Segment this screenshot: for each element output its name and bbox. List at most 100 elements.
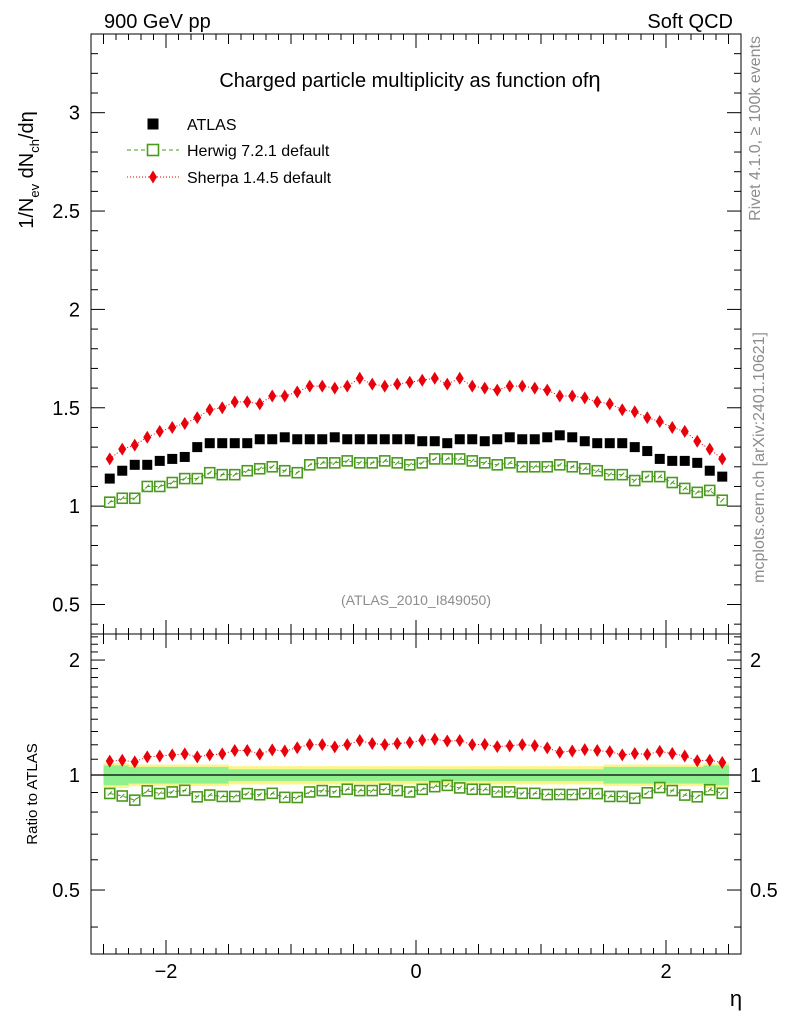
- atlas-point: [417, 436, 428, 447]
- herwig-ratio-point-errorbar: [369, 788, 375, 793]
- herwig-point: [203, 466, 216, 479]
- herwig-point: [116, 492, 129, 505]
- herwig-point-errorbar: [557, 462, 563, 468]
- atlas-point: [579, 436, 590, 447]
- legend-label: Sherpa 1.4.5 default: [187, 170, 332, 187]
- herwig-ratio-point-errorbar: [594, 791, 600, 796]
- sherpa-ratio-point: [468, 738, 477, 752]
- sherpa-point: [105, 452, 114, 466]
- herwig-ratio-point-errorbar: [569, 792, 575, 797]
- atlas-point: [142, 459, 153, 470]
- herwig-ratio-point: [666, 784, 679, 797]
- sherpa-point: [305, 379, 314, 393]
- herwig-ratio-point-errorbar: [632, 795, 638, 801]
- herwig-point-errorbar: [419, 460, 425, 466]
- herwig-ratio-point-errorbar: [644, 790, 650, 796]
- herwig-point: [366, 457, 379, 469]
- herwig-ratio-point: [691, 790, 704, 803]
- sherpa-ratio-point: [618, 748, 627, 762]
- herwig-point-errorbar: [357, 460, 363, 466]
- herwig-ratio-point-errorbar: [132, 797, 138, 803]
- herwig-point: [603, 468, 616, 481]
- herwig-ratio-point: [391, 784, 404, 797]
- herwig-ratio-point: [216, 790, 229, 803]
- herwig-ratio-point: [203, 789, 216, 801]
- sherpa-ratio-line: [109, 738, 723, 764]
- atlas-point: [642, 446, 653, 457]
- herwig-ratio-point-errorbar: [307, 789, 313, 795]
- sherpa-ratio-point: [605, 745, 614, 759]
- ratio-y-tick-label-left: 2: [69, 650, 80, 672]
- herwig-ratio-point: [466, 783, 479, 796]
- sherpa-point: [180, 417, 189, 431]
- sherpa-point: [368, 377, 377, 391]
- herwig-ratio-point-errorbar: [382, 786, 388, 792]
- atlas-point: [342, 434, 353, 445]
- herwig-point: [178, 472, 191, 485]
- main-y-tick-label: 1: [69, 496, 80, 518]
- herwig-ratio-point: [378, 783, 391, 796]
- herwig-point: [103, 496, 116, 508]
- ratio-panel-frame: [90, 633, 742, 955]
- herwig-ratio-point-errorbar: [494, 789, 500, 795]
- sherpa-point: [380, 379, 389, 393]
- sherpa-ratio-point: [668, 747, 677, 761]
- atlas-point: [592, 438, 603, 449]
- herwig-ratio-point: [228, 790, 241, 803]
- herwig-point: [628, 474, 641, 487]
- herwig-ratio-point-errorbar: [257, 792, 263, 798]
- herwig-point-errorbar: [132, 495, 138, 501]
- herwig-point-errorbar: [444, 456, 450, 462]
- sherpa-point: [268, 389, 277, 403]
- herwig-point: [353, 457, 366, 469]
- sherpa-ratio-point: [330, 740, 339, 754]
- herwig-point-errorbar: [344, 458, 350, 464]
- herwig-point-errorbar: [332, 460, 338, 466]
- herwig-ratio-point-errorbar: [582, 791, 588, 796]
- herwig-point-errorbar: [107, 499, 113, 505]
- sherpa-ratio-point: [243, 744, 252, 758]
- sherpa-ratio-point: [630, 747, 639, 761]
- sherpa-point: [530, 381, 539, 395]
- sherpa-point: [280, 389, 289, 403]
- atlas-point: [517, 434, 528, 445]
- atlas-point: [654, 453, 665, 464]
- herwig-ratio-point-errorbar: [207, 792, 213, 798]
- x-axis-label: η: [730, 986, 742, 1011]
- atlas-point: [392, 434, 403, 445]
- herwig-ratio-point: [128, 794, 141, 806]
- herwig-point-errorbar: [719, 497, 725, 503]
- sherpa-point: [705, 442, 714, 456]
- sherpa-point: [168, 420, 177, 434]
- herwig-point-errorbar: [182, 476, 188, 481]
- sherpa-point: [668, 420, 677, 434]
- herwig-point-errorbar: [232, 472, 238, 478]
- main-y-tick-label: 0.5: [52, 594, 80, 616]
- sherpa-point: [155, 424, 164, 438]
- herwig-ratio-point: [716, 787, 729, 800]
- atlas-point: [704, 465, 715, 476]
- sherpa-ratio-point: [218, 747, 227, 761]
- sherpa-ratio-point: [193, 750, 202, 764]
- sherpa-point: [130, 438, 139, 452]
- sherpa-point: [455, 371, 464, 385]
- sherpa-point: [118, 442, 127, 456]
- herwig-ratio-point: [528, 787, 541, 800]
- herwig-ratio-point: [541, 788, 554, 801]
- herwig-point-errorbar: [144, 484, 150, 489]
- herwig-point: [591, 464, 604, 477]
- herwig-ratio-point-errorbar: [507, 789, 513, 795]
- sherpa-point: [505, 379, 514, 393]
- herwig-point: [516, 460, 529, 473]
- main-y-tick-label: 2: [69, 299, 80, 321]
- herwig-ratio-point: [241, 787, 254, 800]
- herwig-point-errorbar: [207, 470, 213, 476]
- herwig-ratio-point: [678, 789, 691, 801]
- sherpa-point: [555, 389, 564, 403]
- herwig-point-errorbar: [632, 478, 638, 483]
- atlas-point: [554, 430, 565, 441]
- herwig-ratio-point: [291, 791, 304, 804]
- herwig-ratio-point: [153, 787, 166, 800]
- legend-marker-herwig: [146, 143, 160, 157]
- herwig-point: [678, 482, 691, 495]
